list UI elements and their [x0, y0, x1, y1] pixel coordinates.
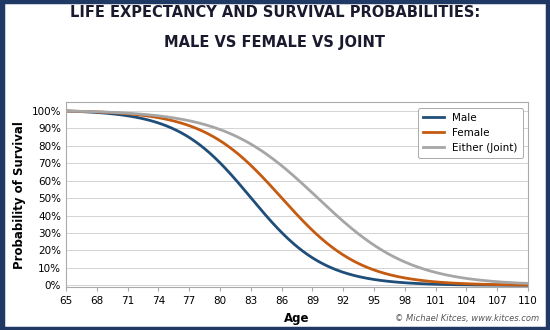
Male [250, 198, 256, 202]
Legend: Male, Female, Either (Joint): Male, Female, Either (Joint) [418, 108, 523, 158]
Female [250, 165, 256, 169]
Either (Joint) [266, 154, 273, 158]
Either (Joint) [250, 143, 256, 147]
Male [380, 279, 387, 283]
Text: © Michael Kitces, www.kitces.com: © Michael Kitces, www.kitces.com [395, 314, 539, 323]
Either (Joint) [423, 268, 430, 272]
X-axis label: Age: Age [284, 312, 310, 325]
Either (Joint) [110, 111, 117, 115]
Female [380, 271, 387, 275]
Either (Joint) [63, 109, 69, 113]
Male [431, 282, 438, 286]
Male [110, 112, 117, 116]
Line: Either (Joint): Either (Joint) [66, 111, 528, 283]
Either (Joint) [380, 249, 387, 253]
Male [525, 283, 531, 287]
Female [525, 283, 531, 287]
Male [266, 217, 273, 221]
Either (Joint) [431, 270, 438, 274]
Female [63, 109, 69, 113]
Y-axis label: Probability of Survival: Probability of Survival [13, 121, 26, 269]
Female [431, 280, 438, 284]
Male [423, 282, 430, 286]
Text: MALE VS FEMALE VS JOINT: MALE VS FEMALE VS JOINT [164, 35, 386, 50]
Either (Joint) [525, 281, 531, 285]
Female [423, 279, 430, 283]
Female [110, 111, 117, 115]
Line: Female: Female [66, 111, 528, 285]
Male [63, 109, 69, 113]
Line: Male: Male [66, 111, 528, 285]
Text: LIFE EXPECTANCY AND SURVIVAL PROBABILITIES:: LIFE EXPECTANCY AND SURVIVAL PROBABILITI… [70, 5, 480, 20]
Female [266, 182, 273, 186]
